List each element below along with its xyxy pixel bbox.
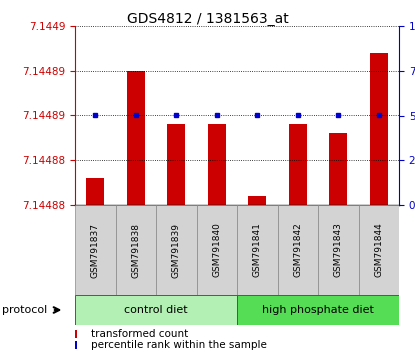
Bar xyxy=(156,205,196,295)
Text: GSM791839: GSM791839 xyxy=(172,223,181,278)
Text: GSM791840: GSM791840 xyxy=(212,223,221,278)
Bar xyxy=(359,205,399,295)
Bar xyxy=(370,53,388,205)
Text: high phosphate diet: high phosphate diet xyxy=(262,305,374,315)
Text: protocol: protocol xyxy=(2,305,47,315)
Text: GSM791838: GSM791838 xyxy=(131,223,140,278)
Text: control diet: control diet xyxy=(124,305,188,315)
Bar xyxy=(318,205,359,295)
Text: transformed count: transformed count xyxy=(91,329,188,339)
Bar xyxy=(75,330,77,338)
Bar xyxy=(115,205,156,295)
Bar xyxy=(248,196,266,205)
Bar xyxy=(167,125,186,205)
Bar xyxy=(289,125,307,205)
Text: GSM791842: GSM791842 xyxy=(293,223,302,278)
Bar xyxy=(237,295,399,325)
Bar xyxy=(329,133,347,205)
Text: GSM791843: GSM791843 xyxy=(334,223,343,278)
Text: GSM791841: GSM791841 xyxy=(253,223,262,278)
Text: GSM791837: GSM791837 xyxy=(91,223,100,278)
Bar xyxy=(75,295,237,325)
Text: GDS4812 / 1381563_at: GDS4812 / 1381563_at xyxy=(127,12,288,27)
Bar xyxy=(75,341,77,349)
Bar xyxy=(196,205,237,295)
Bar xyxy=(278,205,318,295)
Bar xyxy=(208,125,226,205)
Text: percentile rank within the sample: percentile rank within the sample xyxy=(91,340,267,350)
Bar xyxy=(75,205,115,295)
Text: GSM791844: GSM791844 xyxy=(374,223,383,278)
Bar xyxy=(127,71,145,205)
Bar xyxy=(86,178,104,205)
Bar xyxy=(237,205,278,295)
